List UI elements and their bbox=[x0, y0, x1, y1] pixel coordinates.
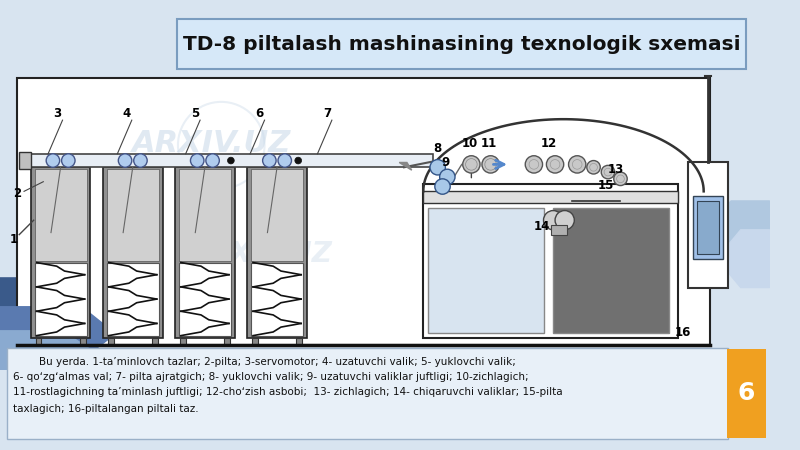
FancyBboxPatch shape bbox=[6, 348, 728, 439]
Bar bbox=[553, 208, 669, 333]
Circle shape bbox=[546, 156, 564, 173]
Bar bbox=[179, 262, 231, 336]
Circle shape bbox=[587, 161, 600, 174]
Bar bbox=[180, 338, 186, 345]
Circle shape bbox=[295, 157, 302, 164]
Text: 7: 7 bbox=[323, 107, 331, 120]
Bar bbox=[19, 152, 30, 169]
Bar bbox=[224, 338, 230, 345]
Circle shape bbox=[430, 160, 446, 175]
Bar bbox=[247, 167, 307, 338]
Text: 13: 13 bbox=[607, 163, 624, 176]
Bar bbox=[103, 167, 162, 338]
Circle shape bbox=[134, 154, 147, 167]
Bar bbox=[727, 349, 766, 437]
Bar bbox=[423, 191, 678, 203]
Text: taxlagich; 16-piltalangan piltali taz.: taxlagich; 16-piltalangan piltali taz. bbox=[14, 404, 199, 414]
Bar bbox=[551, 225, 566, 234]
Bar bbox=[152, 338, 158, 345]
Polygon shape bbox=[0, 331, 91, 369]
Bar bbox=[179, 169, 231, 261]
Text: 6- qoʻzgʻalmas val; 7- pilta ajratgich; 8- yuklovchi valik; 9- uzatuvchi valikla: 6- qoʻzgʻalmas val; 7- pilta ajratgich; … bbox=[14, 372, 529, 382]
Text: TD-8 piltalash mashinasining texnologik sxemasi: TD-8 piltalash mashinasining texnologik … bbox=[183, 35, 741, 54]
Bar bbox=[24, 154, 433, 167]
Bar bbox=[423, 184, 678, 338]
Circle shape bbox=[118, 154, 132, 167]
Circle shape bbox=[227, 157, 234, 164]
Text: 15: 15 bbox=[598, 179, 614, 192]
Circle shape bbox=[526, 156, 542, 173]
Text: 3: 3 bbox=[54, 107, 62, 120]
Bar bbox=[251, 262, 303, 336]
Circle shape bbox=[440, 169, 455, 184]
Text: 8: 8 bbox=[434, 142, 442, 154]
Polygon shape bbox=[0, 278, 144, 345]
Text: 11: 11 bbox=[481, 137, 497, 150]
Circle shape bbox=[569, 156, 586, 173]
Circle shape bbox=[482, 156, 499, 173]
Bar bbox=[693, 196, 723, 259]
FancyBboxPatch shape bbox=[177, 19, 746, 69]
Bar bbox=[80, 338, 86, 345]
Bar bbox=[18, 78, 710, 345]
Text: ARXIV.UZ: ARXIV.UZ bbox=[187, 240, 332, 268]
Bar bbox=[698, 201, 718, 254]
Text: 1: 1 bbox=[10, 233, 18, 246]
Bar bbox=[106, 169, 158, 261]
FancyArrowPatch shape bbox=[494, 160, 504, 169]
Circle shape bbox=[278, 154, 291, 167]
Text: 10: 10 bbox=[462, 137, 478, 150]
Polygon shape bbox=[717, 230, 770, 288]
Circle shape bbox=[602, 165, 614, 179]
Circle shape bbox=[435, 179, 450, 194]
Bar bbox=[252, 338, 258, 345]
Text: 5: 5 bbox=[191, 107, 199, 120]
Bar bbox=[251, 169, 303, 261]
Bar bbox=[34, 169, 86, 261]
Circle shape bbox=[62, 154, 75, 167]
Text: 6: 6 bbox=[738, 381, 755, 405]
Text: 4: 4 bbox=[123, 107, 131, 120]
Bar bbox=[688, 162, 728, 288]
Bar bbox=[35, 338, 42, 345]
Text: 2: 2 bbox=[14, 187, 22, 200]
Circle shape bbox=[262, 154, 276, 167]
Text: 9: 9 bbox=[442, 156, 450, 169]
Text: 16: 16 bbox=[675, 326, 691, 339]
Text: Bu yerda. 1-ta’minlovch tazlar; 2-pilta; 3-servomotor; 4- uzatuvchi valik; 5- yu: Bu yerda. 1-ta’minlovch tazlar; 2-pilta;… bbox=[14, 356, 516, 367]
Circle shape bbox=[543, 211, 562, 230]
Circle shape bbox=[614, 172, 627, 185]
Circle shape bbox=[190, 154, 204, 167]
Bar bbox=[30, 167, 90, 338]
Bar bbox=[108, 338, 114, 345]
Bar bbox=[175, 167, 234, 338]
Circle shape bbox=[462, 156, 480, 173]
Bar bbox=[34, 262, 86, 336]
Polygon shape bbox=[0, 307, 115, 360]
Text: 6: 6 bbox=[256, 107, 264, 120]
Circle shape bbox=[206, 154, 219, 167]
Polygon shape bbox=[399, 162, 412, 170]
Polygon shape bbox=[698, 201, 770, 268]
Circle shape bbox=[46, 154, 60, 167]
Bar bbox=[428, 208, 543, 333]
Text: ARXIV.UZ: ARXIV.UZ bbox=[132, 129, 291, 158]
Bar bbox=[296, 338, 302, 345]
Text: 14: 14 bbox=[534, 220, 550, 234]
Bar bbox=[106, 262, 158, 336]
Text: 11-rostlagichning ta’minlash juftligi; 12-choʻzish asbobi;  13- zichlagich; 14- : 11-rostlagichning ta’minlash juftligi; 1… bbox=[14, 387, 563, 397]
Text: 12: 12 bbox=[540, 137, 557, 150]
Circle shape bbox=[555, 211, 574, 230]
